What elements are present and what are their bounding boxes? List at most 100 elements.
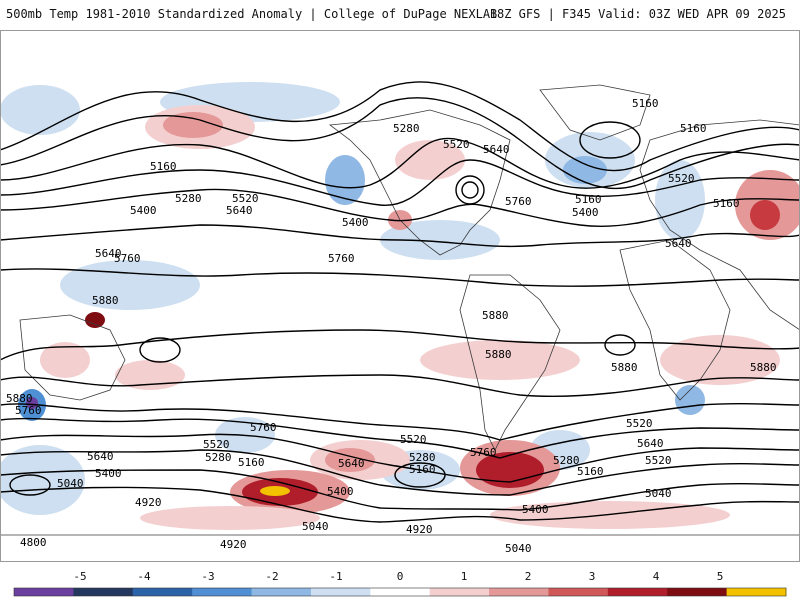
contour-label: 5880 [611, 361, 638, 374]
closed-low-north-atlantic [579, 121, 641, 159]
closed-low-south-1 [9, 474, 51, 496]
contour-label: 5760 [114, 252, 141, 265]
colorbar-segment [726, 588, 787, 596]
colorbar-tick-label: 5 [716, 570, 724, 583]
colorbar-segment [251, 588, 312, 596]
contour-label: 5400 [342, 216, 369, 229]
contour-label: 5280 [175, 192, 202, 205]
contour-label: 5400 [130, 204, 157, 217]
contour-label: 5520 [400, 433, 427, 446]
greenland-outline [539, 84, 651, 141]
colorbar-tick-label: -4 [137, 570, 151, 583]
contour-label: 5760 [328, 252, 355, 265]
closed-low-north-america [455, 175, 485, 205]
contour-label: 5160 [680, 122, 707, 135]
colorbar-segment [14, 588, 74, 596]
contour-label: 5640 [95, 247, 122, 260]
contour-label: 5640 [226, 204, 253, 217]
europe-asia-outline [639, 119, 800, 331]
colorbar: -5 -4 -3 -2 -1 0 1 2 3 4 5 [0, 570, 800, 600]
contour-5280-north [0, 97, 800, 190]
contour-5760-south [0, 374, 800, 397]
contour-label: 4920 [220, 538, 247, 551]
contour-label: 5880 [92, 294, 119, 307]
contour-label: 5160 [575, 193, 602, 206]
contour-label: 5520 [203, 438, 230, 451]
contour-labels: 5160 5160 5280 5160 5520 5640 5280 5400 … [6, 97, 777, 555]
contour-5400-south [0, 433, 800, 483]
colorbar-segment [370, 588, 431, 596]
contour-label: 5280 [393, 122, 420, 135]
contour-label: 5160 [632, 97, 659, 110]
south-america-outline [459, 274, 561, 451]
contour-label: 5160 [409, 463, 436, 476]
contour-label: 5760 [505, 195, 532, 208]
australia-outline [19, 314, 126, 401]
contour-5160-north [0, 81, 800, 172]
contour-label: 5400 [522, 503, 549, 516]
colorbar-segment [310, 588, 371, 596]
colorbar-segment [429, 588, 490, 596]
north-america-outline [328, 109, 511, 256]
contour-5760-north [0, 224, 800, 248]
colorbar-segment [607, 588, 668, 596]
contour-5400-north [0, 137, 800, 189]
map-title: 500mb Temp 1981-2010 Standardized Anomal… [6, 7, 498, 21]
closed-high-south-pacific [139, 337, 181, 363]
contour-label: 5760 [15, 404, 42, 417]
contour-label: 5160 [150, 160, 177, 173]
contour-label: 5400 [95, 467, 122, 480]
contour-4920-south [0, 486, 800, 523]
contour-label: 5160 [238, 456, 265, 469]
contour-label: 5640 [338, 457, 365, 470]
contour-label: 5280 [553, 454, 580, 467]
colorbar-segment [489, 588, 549, 596]
height-contours [0, 81, 800, 523]
contour-label: 5640 [483, 143, 510, 156]
contour-5640-south [0, 402, 800, 441]
contour-5880-south [0, 329, 800, 361]
colorbar-tick-label: 4 [652, 570, 660, 583]
colorbar-tick-label: -3 [201, 570, 215, 583]
run-info: 18Z GFS | F345 Valid: 03Z WED APR 09 202… [489, 7, 786, 21]
contour-label: 5640 [87, 450, 114, 463]
contour-label: 4800 [20, 536, 47, 549]
contour-label: 5040 [645, 487, 672, 500]
contour-label: 5520 [668, 172, 695, 185]
closed-low-south-2 [394, 462, 446, 488]
contour-5520-north [0, 159, 800, 206]
contour-label: 4920 [135, 496, 162, 509]
contour-label: 5520 [232, 192, 259, 205]
contour-label: 5880 [482, 309, 509, 322]
contour-label: 5760 [250, 421, 277, 434]
contour-5040-south [0, 469, 800, 511]
contour-label: 5880 [485, 348, 512, 361]
contour-label: 5040 [57, 477, 84, 490]
colorbar-tick-label: -5 [73, 570, 87, 583]
colorbar-tick-label: 1 [460, 570, 468, 583]
continent-outlines [0, 84, 800, 536]
closed-high-south-atlantic [604, 334, 636, 356]
contour-label: 5880 [750, 361, 777, 374]
contour-label: 5040 [505, 542, 532, 555]
colorbar-gradient [13, 587, 787, 597]
colorbar-tick-label: -1 [329, 570, 343, 583]
contour-label: 5160 [713, 197, 740, 210]
contour-label: 5280 [409, 451, 436, 464]
contour-label: 5640 [637, 437, 664, 450]
colorbar-tick-label: -2 [265, 570, 279, 583]
colorbar-tick-label: 3 [588, 570, 596, 583]
colorbar-outline [13, 587, 787, 597]
anomaly-map: 5160 5160 5280 5160 5520 5640 5280 5400 … [0, 30, 800, 562]
contour-5880-north [0, 268, 800, 287]
contour-label: 5160 [577, 465, 604, 478]
contour-label: 5400 [572, 206, 599, 219]
contour-label: 5040 [302, 520, 329, 533]
contour-label: 4920 [406, 523, 433, 536]
contour-label: 5520 [443, 138, 470, 151]
contour-label: 5280 [205, 451, 232, 464]
contour-5520-south [0, 417, 800, 459]
contour-label: 5400 [327, 485, 354, 498]
contour-label: 5520 [626, 417, 653, 430]
colorbar-segment [73, 588, 134, 596]
